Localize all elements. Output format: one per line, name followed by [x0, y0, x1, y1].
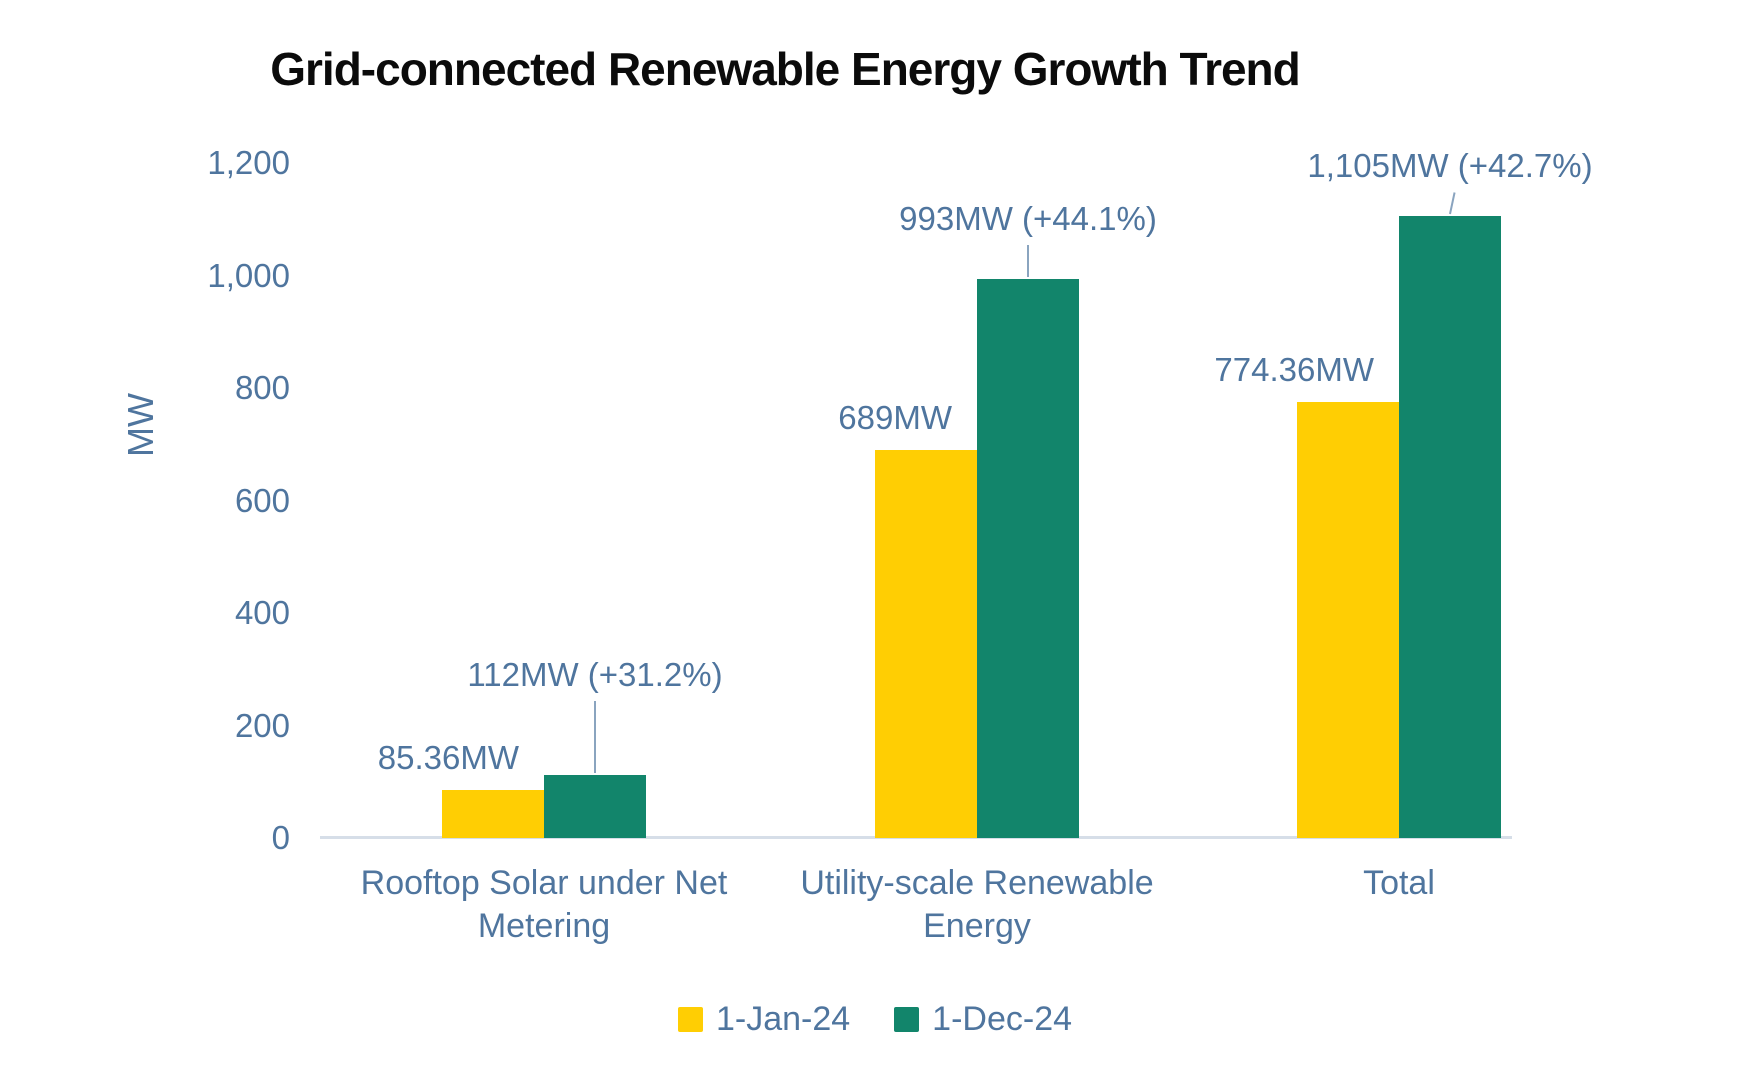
y-tick-label-200: 200: [234, 706, 290, 744]
legend-item-jan: 1-Jan-24: [677, 1000, 851, 1039]
legend-label-dec: 1-Dec-24: [932, 1000, 1073, 1038]
data-label-jan-0: 85.36MW: [377, 739, 519, 776]
bar-jan-2: [1297, 402, 1399, 838]
legend-label-jan: 1-Jan-24: [715, 1000, 851, 1038]
y-tick-label-0: 0: [271, 819, 290, 856]
data-label-jan-2: 774.36MW: [1214, 351, 1374, 389]
leader-line-1: [1027, 245, 1029, 278]
bar-dec-1: [977, 279, 1079, 838]
y-tick-label-1200: 1,200: [207, 144, 290, 181]
y-tick-label-600: 600: [234, 481, 290, 519]
legend: 1-Jan-24 1-Dec-24: [0, 1000, 1750, 1039]
data-label-dec-2: 1,105MW (+42.7%): [1307, 147, 1593, 185]
leader-line-2: [1449, 192, 1456, 215]
chart-title: Grid-connected Renewable Energy Growth T…: [270, 43, 1301, 95]
bar-jan-1: [875, 450, 977, 838]
data-label-jan-1: 689MW: [838, 399, 952, 437]
data-label-dec-1: 993MW (+44.1%): [899, 200, 1157, 238]
bar-dec-2: [1399, 216, 1501, 838]
bar-jan-0: [442, 790, 544, 838]
data-label-dec-0: 112MW (+31.2%): [467, 656, 723, 693]
y-tick-label-1000: 1,000: [207, 256, 290, 294]
x-category-label-0: Rooftop Solar under Net Metering: [360, 864, 728, 945]
y-tick-label-800: 800: [234, 369, 290, 406]
leader-line-0: [594, 701, 596, 773]
bar-dec-0: [544, 775, 646, 838]
legend-item-dec: 1-Dec-24: [894, 1000, 1072, 1039]
y-tick-label-400: 400: [234, 594, 290, 631]
x-category-label-2: Total: [1363, 864, 1435, 902]
legend-swatch-dec-icon: [894, 1007, 920, 1032]
legend-swatch-jan-icon: [677, 1007, 703, 1032]
x-category-label-1: Utility-scale Renewable Energy: [800, 864, 1154, 945]
